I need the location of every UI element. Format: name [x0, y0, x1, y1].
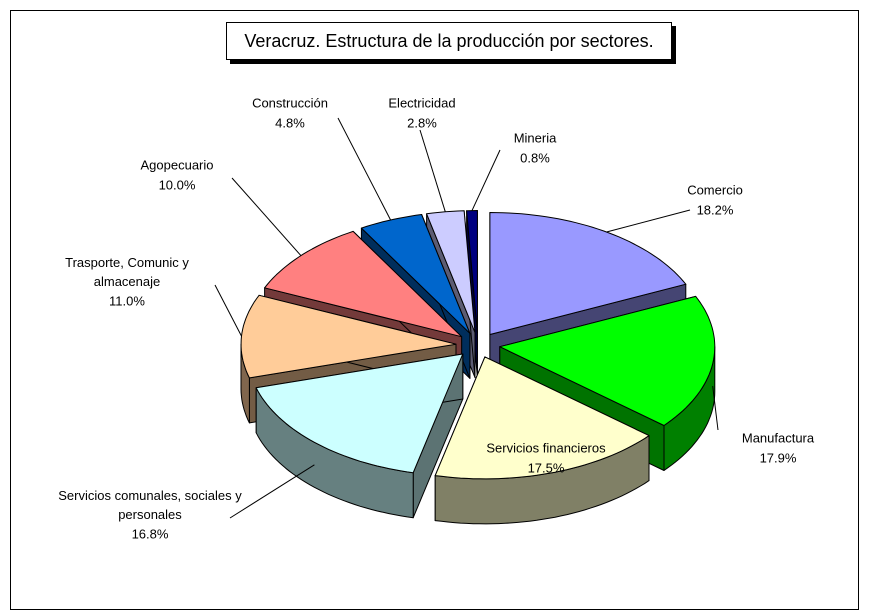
slice [255, 353, 464, 474]
slice-label: Mineria [513, 130, 557, 146]
slice-value: 2.8% [407, 115, 437, 130]
slice-label: Trasporte, Comunic y almacenaje [65, 255, 189, 289]
slice [489, 212, 687, 335]
leader-line [419, 129, 446, 212]
slice-value: 0.8% [520, 150, 550, 165]
slice [434, 356, 650, 480]
leader-line [471, 149, 501, 211]
slice-label: Construcción [252, 95, 328, 111]
slice [499, 295, 716, 426]
leader-line [606, 209, 691, 233]
slice-label: Servicios comunales, sociales y personal… [58, 488, 242, 522]
slice-value: 10.0% [158, 177, 196, 192]
slice-label: Manufactura [741, 430, 815, 446]
leader-line [712, 386, 719, 431]
slice-value: 16.8% [131, 526, 169, 542]
pie-chart [214, 117, 719, 525]
slice-value: 17.9% [759, 450, 797, 465]
page: {"chart_data": {"type": "pie", "title": … [10, 10, 859, 610]
leader-line [231, 177, 302, 256]
slice-label: Servicios financieros [486, 440, 606, 456]
slice-value: 17.5% [527, 460, 565, 475]
slice-label: Electricidad [388, 95, 456, 111]
chart-title: Veracruz. Estructura de la producción po… [226, 22, 672, 60]
slice-label: Comercio [687, 182, 743, 198]
leader-line [229, 464, 315, 519]
slice-value: 11.0% [109, 293, 145, 309]
leader-line [337, 117, 392, 221]
slice-label: Agopecuario [140, 157, 214, 173]
slice [264, 230, 463, 338]
leader-line [214, 284, 242, 337]
slice-value: 18.2% [696, 202, 734, 217]
slice-value: 4.8% [275, 115, 305, 130]
